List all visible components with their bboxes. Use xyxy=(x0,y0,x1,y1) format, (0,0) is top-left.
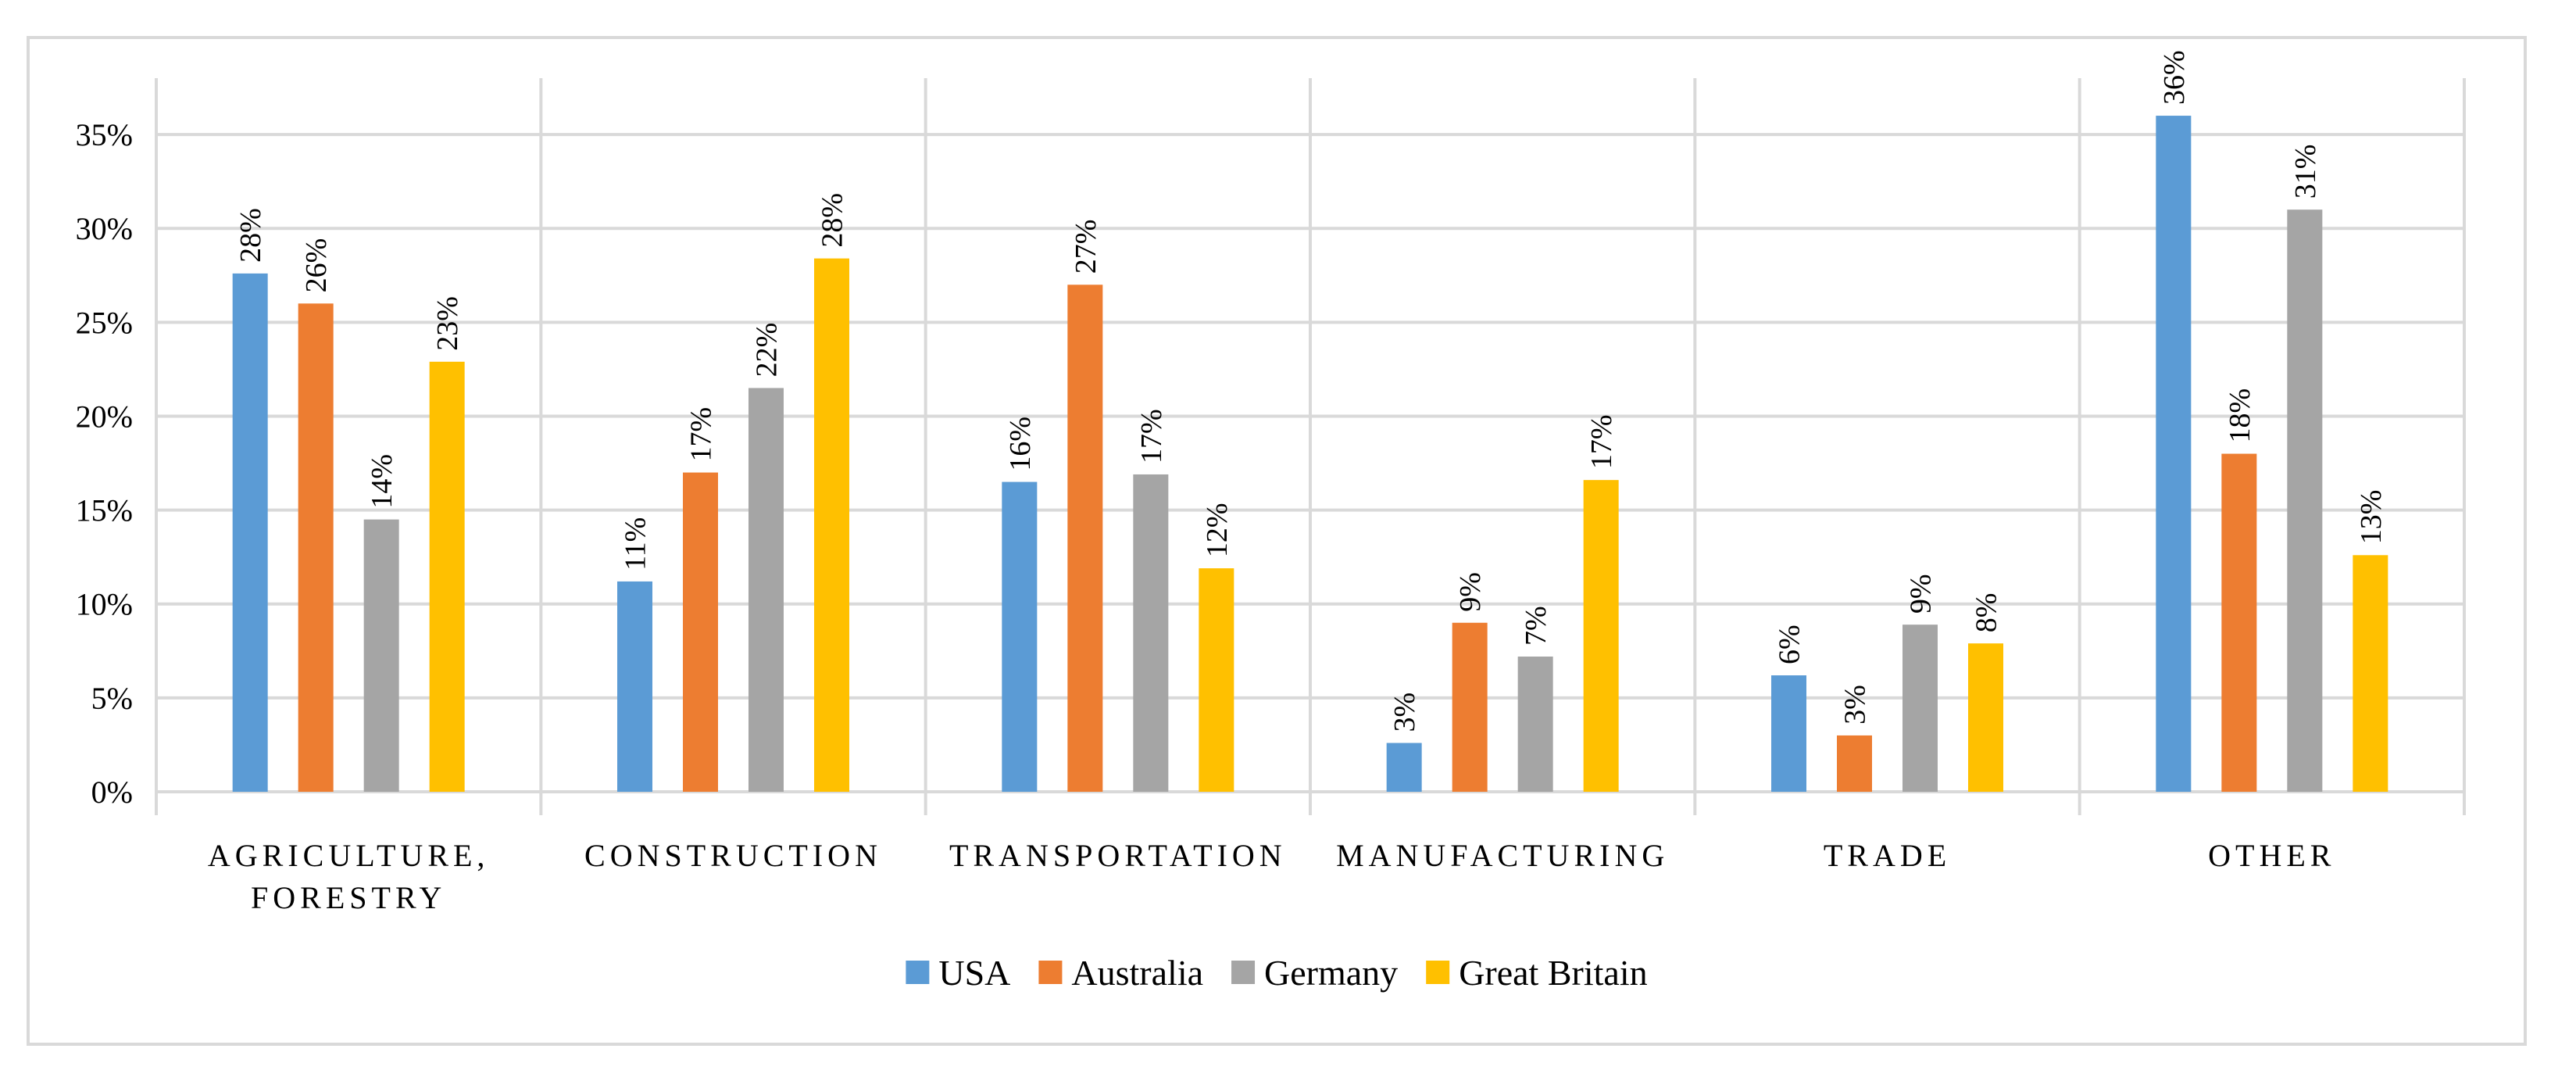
grid-layer xyxy=(155,78,2466,815)
chart-frame: 0% 5% 10% 15% 20% 25% 30% 35% 28% 26% 14% 23% AGRICU… xyxy=(27,36,2527,1046)
data-label: 17% xyxy=(685,407,718,462)
legend-swatch xyxy=(1426,961,1450,984)
legend-swatch xyxy=(1038,961,1063,984)
legend-label: Great Britain xyxy=(1459,953,1647,993)
y-tick-label: 20% xyxy=(76,399,133,434)
data-label: 36% xyxy=(2158,50,2191,105)
bar xyxy=(1903,625,1938,792)
bar xyxy=(298,303,334,792)
bar xyxy=(1133,474,1169,792)
data-label: 6% xyxy=(1774,625,1806,664)
legend-label: Australia xyxy=(1071,953,1203,993)
bar xyxy=(363,519,399,792)
bar xyxy=(2353,555,2388,792)
data-label: 27% xyxy=(1070,220,1102,274)
category-label: TRANSPORTATION xyxy=(949,838,1287,873)
bar xyxy=(1771,675,1806,792)
legend-swatch xyxy=(906,961,930,984)
y-tick-label: 15% xyxy=(76,493,133,528)
data-label: 9% xyxy=(1905,574,1938,614)
data-label: 13% xyxy=(2355,490,2388,545)
data-label: 14% xyxy=(366,454,398,509)
legend-label: Germany xyxy=(1264,953,1398,993)
data-label: 18% xyxy=(2224,388,2256,443)
legend-swatch xyxy=(1231,961,1256,984)
bar xyxy=(2287,209,2323,792)
data-label: 22% xyxy=(751,323,784,378)
bar xyxy=(2221,453,2257,792)
bar xyxy=(1452,622,1488,792)
category-label: OTHER xyxy=(2208,838,2335,873)
category-label: TRADE xyxy=(1824,838,1951,873)
bar xyxy=(1386,743,1422,792)
data-label: 9% xyxy=(1454,572,1487,612)
bar xyxy=(1517,657,1553,792)
bar xyxy=(1968,643,2003,792)
bar-chart: 0% 5% 10% 15% 20% 25% 30% 35% 28% 26% 14% 23% AGRICU… xyxy=(76,50,2466,993)
bar xyxy=(1583,480,1619,792)
bar xyxy=(617,581,652,792)
bar xyxy=(429,361,465,792)
data-label: 3% xyxy=(1388,693,1421,732)
data-label: 28% xyxy=(816,193,849,248)
category-label: FORESTRY xyxy=(251,880,446,915)
bar xyxy=(1067,285,1103,793)
data-label: 17% xyxy=(1135,409,1168,463)
bar xyxy=(2156,116,2192,793)
bar xyxy=(1002,481,1038,792)
category-label: CONSTRUCTION xyxy=(584,838,882,873)
data-label: 23% xyxy=(431,296,464,351)
bar xyxy=(1199,568,1234,792)
data-label: 17% xyxy=(1585,415,1618,470)
bars-layer xyxy=(232,116,2388,793)
legend: USA Australia Germany Great Britain xyxy=(906,953,1648,993)
y-tick-label: 25% xyxy=(76,305,133,340)
category-label: MANUFACTURING xyxy=(1336,838,1669,873)
data-label: 7% xyxy=(1520,606,1552,646)
y-tick-label: 10% xyxy=(76,587,133,622)
data-label: 16% xyxy=(1004,417,1037,471)
data-label: 11% xyxy=(620,517,652,571)
data-label: 12% xyxy=(1201,503,1234,557)
bar xyxy=(232,273,268,793)
legend-label: USA xyxy=(938,953,1010,993)
bar xyxy=(749,388,784,792)
y-tick-label: 0% xyxy=(91,775,133,810)
category-label: AGRICULTURE, xyxy=(208,838,490,873)
bar xyxy=(683,472,718,792)
labels-layer: 0% 5% 10% 15% 20% 25% 30% 35% 28% 26% 14% 23% AGRICU… xyxy=(76,50,2388,915)
y-tick-label: 35% xyxy=(76,117,133,152)
bar xyxy=(814,258,849,793)
y-tick-label: 5% xyxy=(91,681,133,716)
data-label: 8% xyxy=(1970,593,2003,633)
data-label: 26% xyxy=(300,238,333,293)
data-label: 3% xyxy=(1839,685,1872,725)
data-label: 31% xyxy=(2289,145,2322,199)
bar xyxy=(1837,735,1872,792)
data-label: 28% xyxy=(234,208,267,263)
y-tick-label: 30% xyxy=(76,211,133,246)
